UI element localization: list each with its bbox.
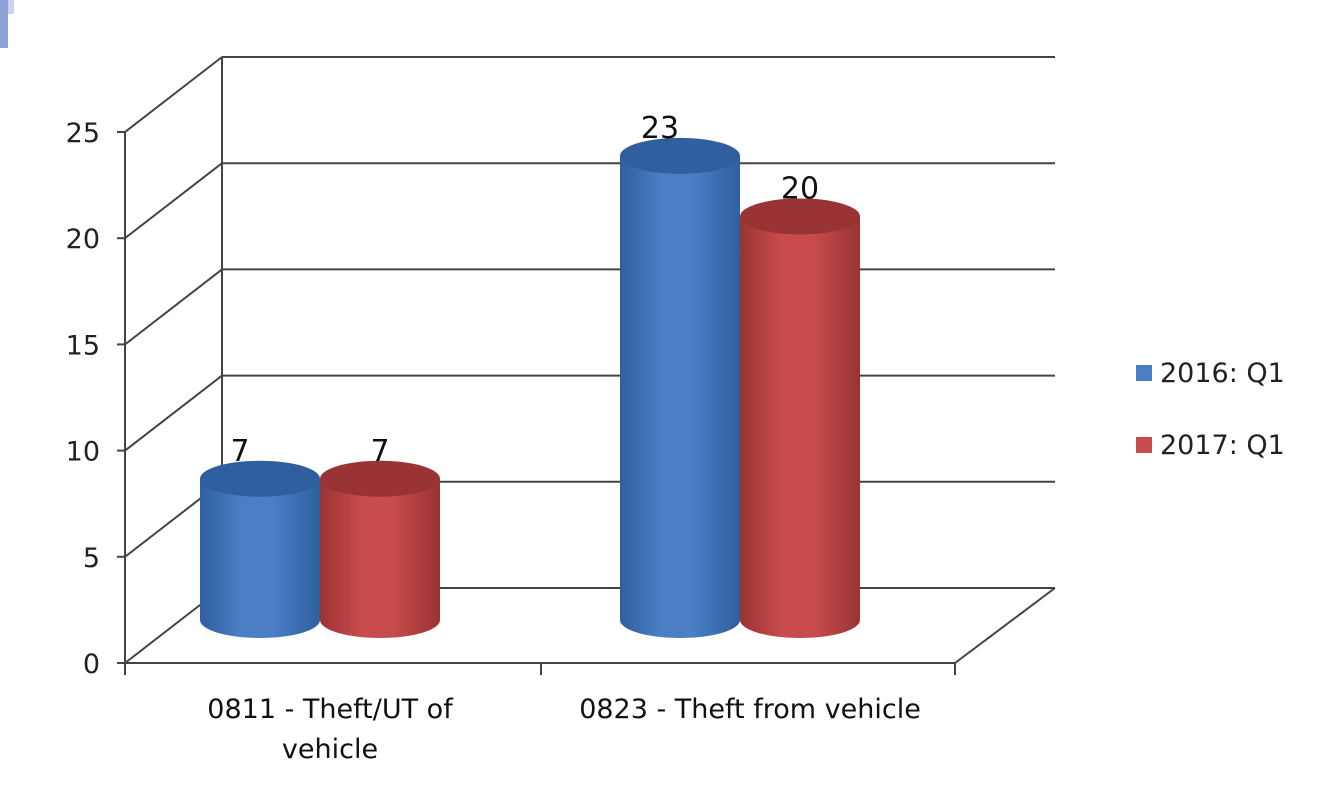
side-wall-line — [124, 374, 223, 452]
x-category-label-0811: 0811 - Theft/UT of vehicle — [207, 694, 453, 765]
y-tick-label: 20 — [66, 224, 100, 255]
side-wall-line — [124, 268, 223, 346]
corner-accent — [0, 0, 14, 48]
legend-swatch-2017 — [1136, 437, 1152, 453]
floor-right-edge — [954, 587, 1056, 664]
bar-top-0-0 — [200, 460, 320, 497]
legend-item-2016: 2016: Q1 — [1136, 355, 1285, 391]
data-label-1-1: 20 — [781, 171, 819, 206]
bar-0-1 — [320, 478, 440, 638]
x-category-label-0823: 0823 - Theft from vehicle — [579, 694, 921, 725]
bar-top-1-1 — [740, 198, 860, 235]
legend-label-2017: 2017: Q1 — [1160, 429, 1285, 461]
bar-top-1-0 — [620, 137, 740, 174]
y-tick-label: 10 — [66, 437, 100, 468]
y-tick-label: 25 — [66, 118, 100, 149]
side-wall-line — [124, 56, 223, 133]
bar-1-0 — [620, 155, 740, 638]
bar-top-0-1 — [320, 460, 440, 497]
bar-1-1 — [740, 216, 860, 638]
y-tick-label: 15 — [66, 330, 100, 361]
legend-label-2016: 2016: Q1 — [1160, 357, 1285, 389]
y-tick-label: 0 — [83, 649, 100, 680]
side-wall-line — [124, 162, 223, 239]
bar-0-0 — [200, 478, 320, 638]
data-label-1-0: 23 — [641, 111, 679, 146]
legend-item-2017: 2017: Q1 — [1136, 427, 1285, 463]
legend: 2016: Q1 2017: Q1 — [1136, 355, 1285, 499]
data-label-0-1: 7 — [370, 434, 389, 469]
legend-swatch-2016 — [1136, 365, 1152, 381]
y-tick-label: 5 — [83, 543, 100, 574]
data-label-0-0: 7 — [230, 434, 249, 469]
